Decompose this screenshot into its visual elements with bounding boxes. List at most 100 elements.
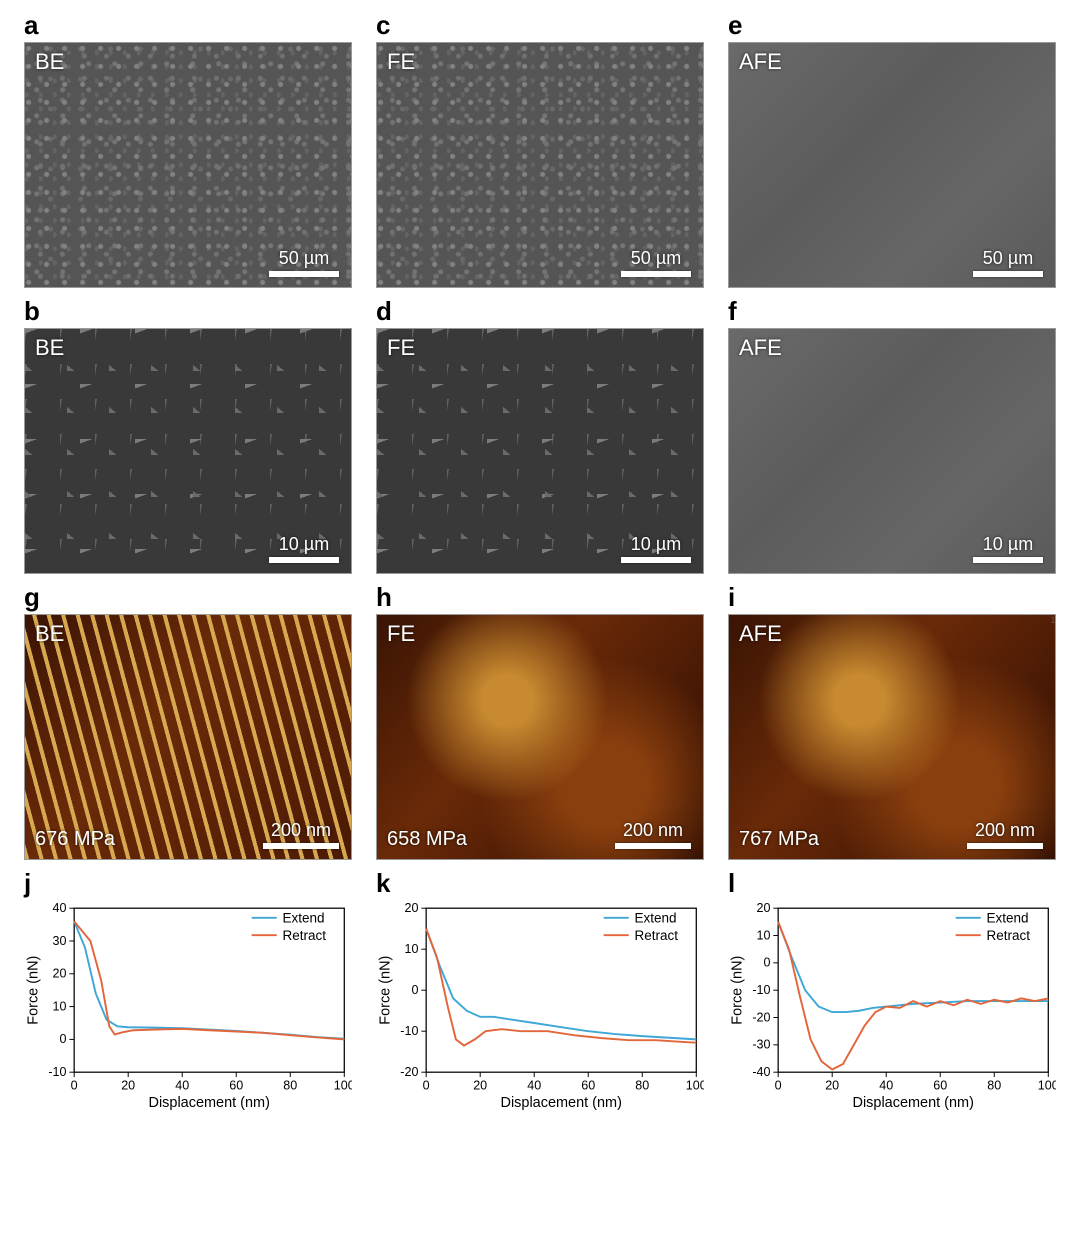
scalebar: 200 nm [615,820,691,849]
svg-text:0: 0 [71,1079,78,1093]
scalebar: 10 µm [621,534,691,563]
svg-text:30: 30 [52,934,66,948]
svg-text:40: 40 [175,1079,189,1093]
scalebar: 200 nm [967,820,1043,849]
svg-text:Displacement (nm): Displacement (nm) [149,1095,270,1111]
sample-label: BE [35,49,64,75]
sample-label: FE [387,335,415,361]
svg-text:Retract: Retract [283,928,327,943]
panel-letter: j [24,870,352,896]
scalebar-line [269,271,339,277]
panel-letter: f [728,298,1056,324]
sample-label: AFE [739,335,782,361]
sample-label: FE [387,621,415,647]
svg-text:100: 100 [334,1079,352,1093]
svg-text:10: 10 [756,928,770,942]
sample-label: AFE [739,621,782,647]
svg-text:-10: -10 [48,1065,66,1079]
panel-c: c FE 50 µm [376,12,704,288]
scalebar-line [621,271,691,277]
svg-text:Force (nN): Force (nN) [378,956,394,1025]
panel-letter: k [376,870,704,896]
sample-label: BE [35,335,64,361]
panel-h: h FE 658 MPa 200 nm [376,584,704,860]
svg-text:Force (nN): Force (nN) [730,956,746,1025]
panel-letter: g [24,584,352,610]
panel-letter: b [24,298,352,324]
svg-text:Force (nN): Force (nN) [26,956,42,1025]
sem-image-f: AFE 10 µm [728,328,1056,574]
svg-text:0: 0 [411,983,418,997]
figure-grid: a BE 50 µm c FE 50 µm e AFE 50 µm [24,12,1056,1118]
sample-label: AFE [739,49,782,75]
force-chart-l: 020406080100-40-30-20-1001020Displacemen… [728,900,1056,1118]
svg-text:-20: -20 [400,1065,418,1079]
sem-image-a: BE 50 µm [24,42,352,288]
modulus-value: 658 MPa [387,828,467,851]
scalebar-line [621,557,691,563]
force-chart-j: 020406080100-10010203040Displacement (nm… [24,900,352,1118]
panel-letter: l [728,870,1056,896]
panel-d: d FE 10 µm [376,298,704,574]
panel-letter: h [376,584,704,610]
svg-text:Displacement (nm): Displacement (nm) [853,1095,974,1111]
sample-label: FE [387,49,415,75]
svg-text:Extend: Extend [987,911,1029,926]
svg-text:60: 60 [581,1079,595,1093]
sem-image-b: BE 10 µm [24,328,352,574]
svg-text:-40: -40 [752,1065,770,1079]
svg-text:0: 0 [775,1079,782,1093]
afm-image-i: AFE 767 MPa 200 nm 1.5 GPa 0.0 [728,614,1056,860]
panel-a: a BE 50 µm [24,12,352,288]
svg-text:0: 0 [763,956,770,970]
scalebar: 10 µm [269,534,339,563]
panel-k: k 020406080100-20-1001020Displacement (n… [376,870,704,1118]
svg-text:20: 20 [121,1079,135,1093]
sem-image-e: AFE 50 µm [728,42,1056,288]
panel-letter: c [376,12,704,38]
svg-text:-30: -30 [752,1038,770,1052]
panel-i: i AFE 767 MPa 200 nm 1.5 GPa 0.0 [728,584,1056,860]
scalebar-line [263,843,339,849]
scalebar-line [967,843,1043,849]
scalebar-line [973,557,1043,563]
force-chart-k: 020406080100-20-1001020Displacement (nm)… [376,900,704,1118]
sem-image-c: FE 50 µm [376,42,704,288]
scalebar: 10 µm [973,534,1043,563]
svg-text:80: 80 [987,1079,1001,1093]
svg-text:20: 20 [404,901,418,915]
panel-e: e AFE 50 µm [728,12,1056,288]
svg-text:20: 20 [52,967,66,981]
svg-text:Retract: Retract [635,928,679,943]
panel-letter: i [728,584,1056,610]
afm-image-h: FE 658 MPa 200 nm [376,614,704,860]
scalebar-line [973,271,1043,277]
panel-f: f AFE 10 µm [728,298,1056,574]
svg-text:-20: -20 [752,1010,770,1024]
sample-label: BE [35,621,64,647]
panel-l: l 020406080100-40-30-20-1001020Displacem… [728,870,1056,1118]
colorbar-max: 1.5 GPa [1050,615,1056,625]
svg-text:20: 20 [825,1079,839,1093]
modulus-value: 676 MPa [35,828,115,851]
svg-text:40: 40 [527,1079,541,1093]
afm-image-g: BE 676 MPa 200 nm [24,614,352,860]
svg-text:20: 20 [756,901,770,915]
svg-text:Retract: Retract [987,928,1031,943]
svg-text:100: 100 [1038,1079,1056,1093]
svg-text:Extend: Extend [635,911,677,926]
panel-j: j 020406080100-10010203040Displacement (… [24,870,352,1118]
scalebar: 50 µm [269,248,339,277]
scalebar: 200 nm [263,820,339,849]
scalebar: 50 µm [621,248,691,277]
scalebar-line [269,557,339,563]
svg-text:20: 20 [473,1079,487,1093]
panel-letter: a [24,12,352,38]
svg-text:Extend: Extend [283,911,325,926]
scalebar-line [615,843,691,849]
svg-text:40: 40 [879,1079,893,1093]
svg-text:10: 10 [52,999,66,1013]
panel-letter: d [376,298,704,324]
panel-b: b BE 10 µm [24,298,352,574]
svg-text:-10: -10 [400,1024,418,1038]
